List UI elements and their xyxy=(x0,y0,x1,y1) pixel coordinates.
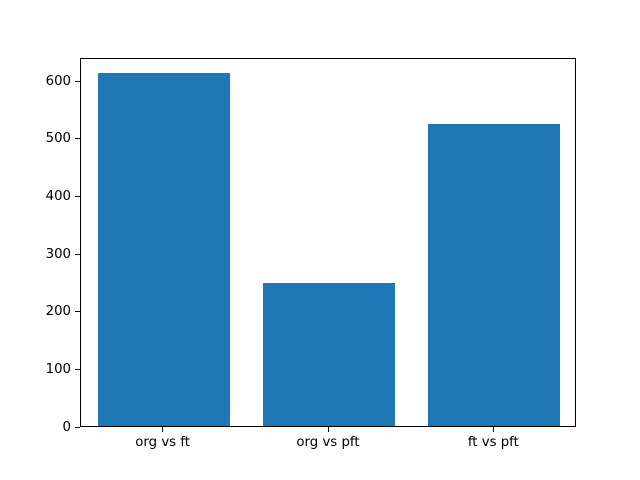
y-tick-mark-400 xyxy=(75,195,80,197)
y-tick-label-500: 500 xyxy=(45,131,71,147)
y-tick-label-0: 0 xyxy=(62,419,71,435)
plot-area xyxy=(80,58,576,427)
y-tick-label-100: 100 xyxy=(45,361,71,377)
y-tick-mark-300 xyxy=(75,253,80,255)
bar-ft-vs-pft xyxy=(428,123,561,426)
y-tick-mark-100 xyxy=(75,368,80,370)
y-tick-mark-600 xyxy=(75,80,80,82)
x-tick-mark-ft-vs-pft xyxy=(492,427,494,432)
bars-layer xyxy=(81,59,575,426)
x-tick-label-org-vs-pft: org vs pft xyxy=(296,435,360,450)
y-tick-mark-0 xyxy=(75,426,80,428)
y-tick-mark-500 xyxy=(75,138,80,140)
x-tick-label-ft-vs-pft: ft vs pft xyxy=(467,435,519,450)
x-tick-mark-org-vs-ft xyxy=(162,427,164,432)
x-tick-mark-org-vs-pft xyxy=(327,427,329,432)
x-tick-label-org-vs-ft: org vs ft xyxy=(135,435,191,450)
y-tick-mark-200 xyxy=(75,311,80,313)
y-tick-label-600: 600 xyxy=(45,73,71,89)
y-tick-label-300: 300 xyxy=(45,246,71,262)
bar-org-vs-ft xyxy=(97,73,230,426)
y-tick-label-200: 200 xyxy=(45,304,71,320)
y-tick-label-400: 400 xyxy=(45,188,71,204)
bar-org-vs-pft xyxy=(262,283,396,426)
